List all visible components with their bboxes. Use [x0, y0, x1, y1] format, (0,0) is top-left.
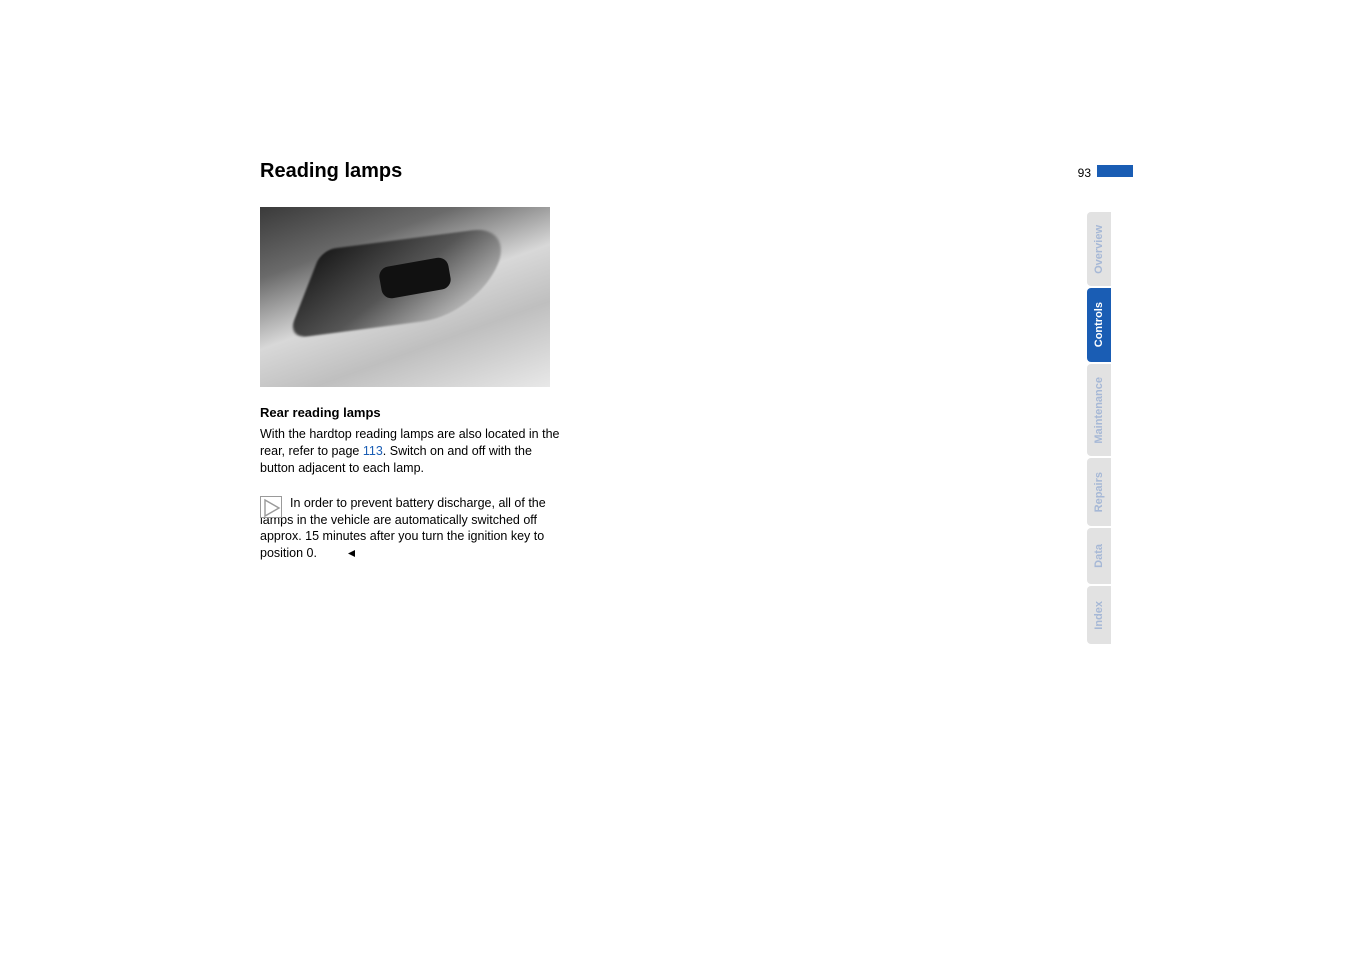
reading-lamp-photo: MVBR143CMA	[260, 207, 550, 387]
side-tabs: Overview Controls Maintenance Repairs Data In…	[1087, 212, 1111, 646]
side-tab-index[interactable]: Index	[1087, 586, 1111, 644]
section-subhead: Rear reading lamps	[260, 405, 560, 420]
side-tab-label: Index	[1093, 591, 1105, 640]
note-text: In order to prevent battery discharge, a…	[260, 495, 560, 564]
page-number: 93	[1078, 166, 1091, 180]
side-tab-repairs[interactable]: Repairs	[1087, 458, 1111, 526]
side-tab-label: Controls	[1093, 292, 1105, 357]
content-column: MVBR143CMA Rear reading lamps With the h…	[260, 207, 560, 563]
note-block: In order to prevent battery discharge, a…	[260, 495, 560, 564]
side-tab-label: Overview	[1093, 215, 1105, 284]
end-mark-icon	[317, 546, 356, 563]
side-tab-data[interactable]: Data	[1087, 528, 1111, 584]
page-link-113[interactable]: 113	[363, 444, 383, 458]
note-icon	[260, 496, 282, 518]
note-text-content: In order to prevent battery discharge, a…	[260, 496, 546, 561]
accent-bar	[1097, 165, 1133, 177]
side-tab-controls[interactable]: Controls	[1087, 288, 1111, 362]
side-tab-label: Maintenance	[1093, 367, 1105, 454]
side-tab-label: Repairs	[1093, 462, 1105, 522]
page-title: Reading lamps	[260, 160, 1090, 183]
side-tab-overview[interactable]: Overview	[1087, 212, 1111, 286]
section-body: With the hardtop reading lamps are also …	[260, 426, 560, 477]
page-content: Reading lamps MVBR143CMA Rear reading la…	[260, 160, 1090, 563]
side-tab-maintenance[interactable]: Maintenance	[1087, 364, 1111, 456]
side-tab-label: Data	[1093, 534, 1105, 578]
